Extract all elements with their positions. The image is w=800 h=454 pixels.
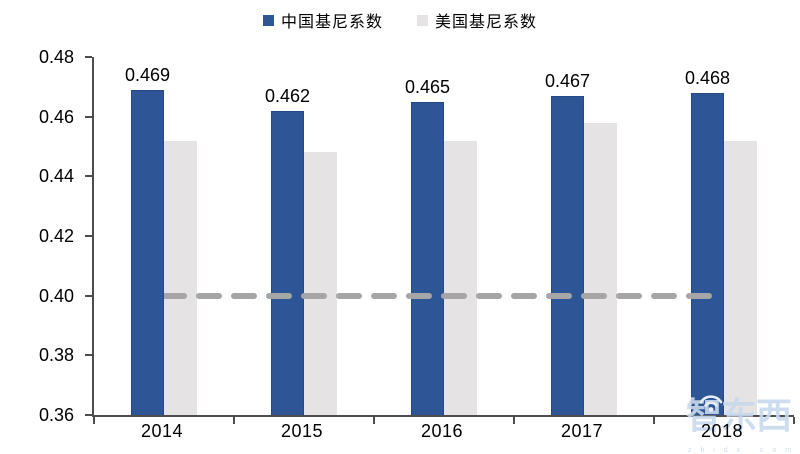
y-tick-label: 0.36	[38, 405, 74, 425]
legend-label: 美国基尼系数	[435, 14, 538, 31]
watermark-subtext: z h i d x . c o m	[688, 447, 795, 454]
legend-swatch-icon	[262, 14, 274, 26]
chart-legend: 中国基尼系数 美国基尼系数	[0, 8, 800, 32]
china-bar-2016: 0.465	[405, 77, 450, 415]
data-label: 0.467	[544, 70, 591, 91]
x-tick-mark	[373, 417, 375, 424]
data-label: 0.468	[684, 67, 731, 88]
x-tick-label-2015: 2015	[280, 421, 324, 441]
china-bar-2018: 0.468	[685, 68, 730, 415]
bar-group-2015: 0.462	[234, 57, 374, 415]
us-bar-2018	[724, 140, 757, 415]
y-tick-mark	[85, 115, 92, 118]
y-tick-label: 0.48	[38, 47, 74, 67]
y-tick-mark	[85, 414, 92, 416]
y-tick-label: 0.46	[38, 106, 74, 127]
bar-group-2016: 0.465	[374, 57, 514, 415]
y-axis-labels: 0.48 0.46 0.44 0.42 0.40 0.38 0.36	[0, 47, 80, 425]
x-tick-mark	[793, 417, 795, 424]
legend-swatch-icon	[417, 14, 428, 26]
y-tick-label: 0.40	[38, 285, 74, 306]
data-label: 0.465	[404, 76, 451, 97]
legend-item-1: 美国基尼系数	[417, 8, 537, 32]
bar-group-2014: 0.469	[94, 57, 234, 415]
china-bar-2014: 0.469	[125, 65, 170, 415]
plot-area: 0.469 0.462 0.465 0.467 0.468	[85, 56, 795, 424]
us-bar-2015	[304, 152, 337, 415]
y-tick-mark	[85, 354, 92, 357]
zhidx-watermark: 智东西 z h i d x . c o m	[686, 384, 800, 454]
us-bar-2017	[584, 122, 617, 415]
y-tick-mark	[85, 56, 92, 58]
legend-item-0: 中国基尼系数	[262, 8, 383, 32]
legend-label: 中国基尼系数	[280, 14, 383, 31]
bar-group-2017: 0.467	[514, 57, 654, 415]
x-tick-mark	[233, 417, 235, 424]
y-tick-label: 0.38	[38, 345, 74, 366]
data-label: 0.469	[124, 64, 171, 85]
y-tick-mark	[85, 175, 92, 178]
x-tick-mark	[653, 417, 655, 424]
bar-group-2018: 0.468	[654, 57, 794, 415]
watermark-text: 智东西	[686, 395, 792, 436]
china-bar-2015: 0.462	[265, 86, 310, 415]
us-bar-2014	[164, 140, 197, 415]
us-bar-2016	[444, 140, 477, 415]
y-tick-mark	[85, 235, 92, 237]
china-bar-2017: 0.467	[545, 71, 590, 415]
x-tick-mark	[93, 417, 95, 424]
y-tick-mark	[85, 294, 92, 297]
reference-line-0.40	[164, 292, 724, 299]
data-label: 0.462	[264, 85, 311, 106]
x-tick-mark	[513, 417, 515, 424]
wifi-icon	[699, 395, 723, 412]
bar-groups: 0.469 0.462 0.465 0.467 0.468	[94, 57, 794, 415]
y-tick-label: 0.44	[38, 166, 74, 187]
x-tick-label-2017: 2017	[560, 421, 604, 441]
x-tick-label-2014: 2014	[140, 421, 184, 441]
y-tick-label: 0.42	[38, 226, 74, 246]
x-tick-label-2018: 2018	[700, 421, 744, 441]
x-axis-labels: 2014 2015 2016 2017 2018	[92, 421, 792, 442]
x-tick-label-2016: 2016	[420, 421, 464, 441]
